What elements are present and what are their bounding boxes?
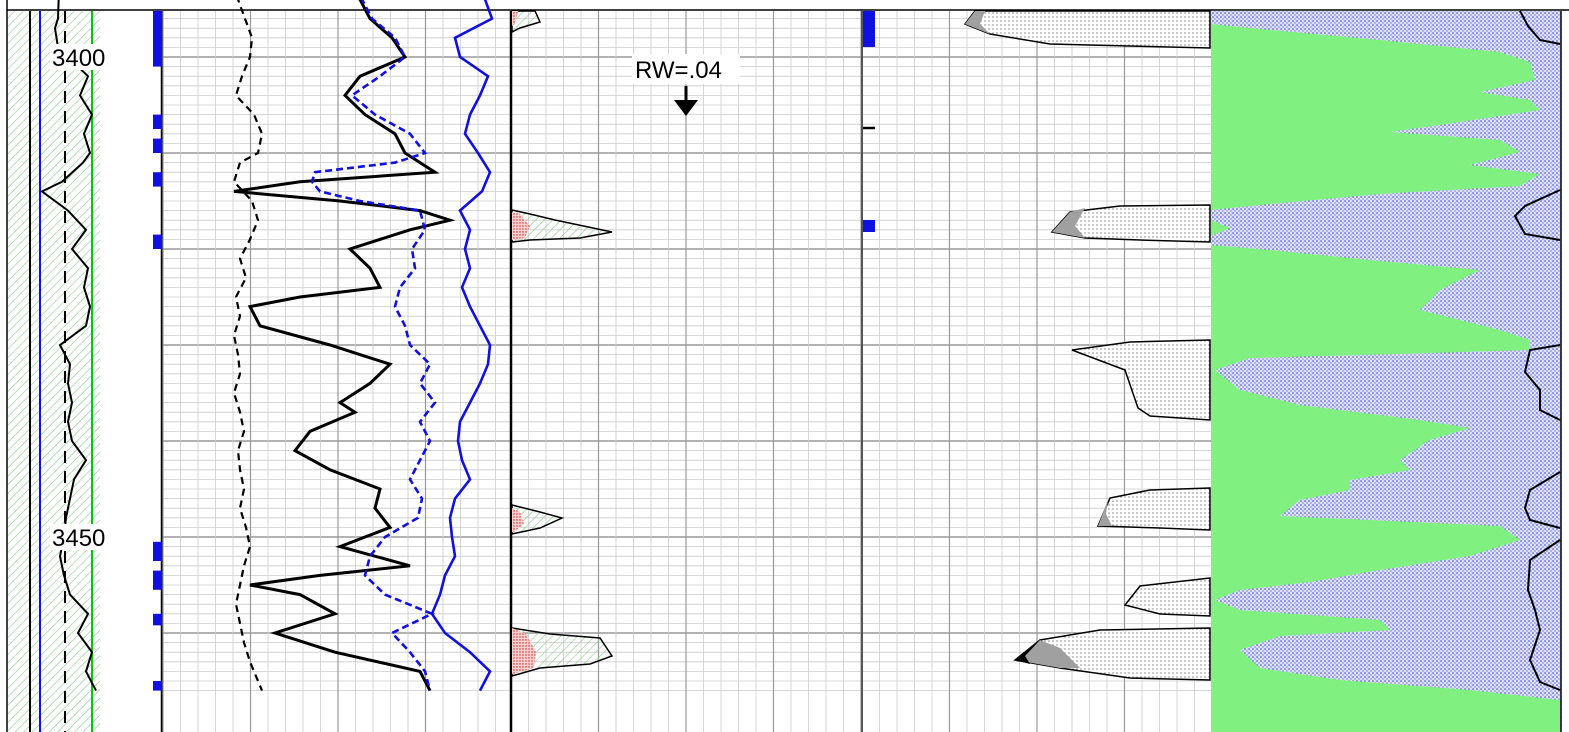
flag-bar xyxy=(153,172,162,187)
res-red-top xyxy=(512,11,518,26)
track3-flags xyxy=(863,11,875,232)
grid xyxy=(162,11,1211,732)
poro-fill-2 xyxy=(1071,339,1211,421)
resistivity-track: RW=.04 xyxy=(511,10,740,677)
sat-black-curve xyxy=(1513,10,1561,691)
top-frame-line xyxy=(0,0,1569,11)
flag-bar xyxy=(153,138,162,153)
depth-label-3400: 3400 xyxy=(52,45,105,72)
flag-blue-small xyxy=(863,220,875,232)
flag-bar xyxy=(153,11,162,64)
poro-gray-1 xyxy=(1052,208,1085,238)
curve-track-1 xyxy=(232,0,494,692)
poro-fill-3 xyxy=(1096,487,1211,531)
depth-track: 3400 3450 xyxy=(8,0,151,732)
poro-gray-3 xyxy=(1098,500,1112,526)
depth-label-3450: 3450 xyxy=(52,525,105,552)
saturation-track xyxy=(1211,10,1561,732)
curve-solid-blue xyxy=(430,0,494,692)
res-fill-3 xyxy=(511,627,614,677)
curve-dashed-blue xyxy=(310,0,437,691)
depth-label-bg-3400 xyxy=(50,44,118,70)
res-red-2 xyxy=(512,508,524,532)
res-fill-top xyxy=(511,10,542,34)
flag-bar xyxy=(153,52,162,67)
porosity-fill xyxy=(963,10,1211,681)
flag-column xyxy=(153,11,164,732)
flag-bar xyxy=(153,114,162,129)
res-red-3 xyxy=(512,628,536,674)
depth-track-label-bg xyxy=(100,11,151,732)
flag-bar xyxy=(153,234,162,249)
curve-dashed-black xyxy=(232,0,264,692)
poro-gray-top xyxy=(965,11,990,34)
rw-arrow-head xyxy=(674,100,698,116)
flag-bar xyxy=(153,541,162,561)
flag-bar xyxy=(153,681,162,691)
rw-annotation-label: RW=.04 xyxy=(635,57,722,84)
res-red-1 xyxy=(512,212,530,240)
depth-label-bg-3450 xyxy=(50,524,118,550)
flag-bar xyxy=(153,613,162,626)
poro-fill-4 xyxy=(1123,577,1211,617)
flag-blue-top xyxy=(863,11,875,47)
depth-curve xyxy=(40,0,97,692)
flag-bar xyxy=(153,570,162,590)
sat-green-fill xyxy=(1211,11,1560,732)
res-fill-1 xyxy=(511,209,613,243)
poro-black-5 xyxy=(1015,640,1040,664)
rw-label-bg xyxy=(632,54,740,84)
